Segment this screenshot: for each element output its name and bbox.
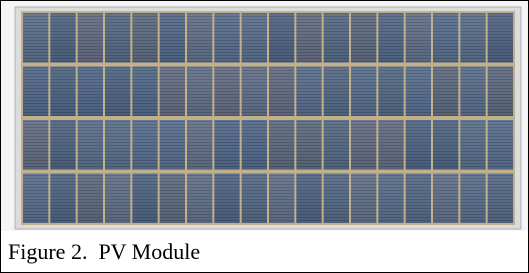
cell-sheen bbox=[324, 67, 349, 117]
cell-sheen bbox=[132, 13, 157, 63]
cell-sheen bbox=[433, 120, 458, 170]
cell-sheen bbox=[132, 174, 157, 224]
cell-sheen bbox=[214, 67, 239, 117]
cell-sheen bbox=[78, 67, 103, 117]
cell-sheen bbox=[78, 13, 103, 63]
cell-sheen bbox=[242, 120, 267, 170]
cell-sheen bbox=[460, 67, 485, 117]
cell-sheen bbox=[324, 13, 349, 63]
cell-sheen bbox=[433, 13, 458, 63]
caption: Figure 2. PV Module bbox=[8, 239, 200, 265]
cell-sheen bbox=[50, 67, 75, 117]
cell-sheen bbox=[351, 120, 376, 170]
cell-sheen bbox=[50, 120, 75, 170]
cell-sheen bbox=[406, 67, 431, 117]
cell-sheen bbox=[242, 67, 267, 117]
cell-sheen bbox=[433, 174, 458, 224]
cell-sheen bbox=[214, 174, 239, 224]
cell-sheen bbox=[214, 13, 239, 63]
cell-sheen bbox=[242, 13, 267, 63]
cell-sheen bbox=[460, 13, 485, 63]
cell-sheen bbox=[160, 67, 185, 117]
cell-sheen bbox=[296, 67, 321, 117]
cell-sheen bbox=[433, 67, 458, 117]
cell-sheen bbox=[406, 120, 431, 170]
pv-module-photo bbox=[1, 1, 528, 231]
cell-sheen bbox=[50, 13, 75, 63]
cell-sheen bbox=[78, 120, 103, 170]
cell-sheen bbox=[324, 174, 349, 224]
cell-sheen bbox=[378, 67, 403, 117]
cell-sheen bbox=[132, 120, 157, 170]
cell-sheen bbox=[105, 13, 130, 63]
cell-sheen bbox=[23, 13, 48, 63]
cell-sheen bbox=[23, 67, 48, 117]
cell-sheen bbox=[187, 174, 212, 224]
cell-sheen bbox=[105, 120, 130, 170]
cell-sheen bbox=[351, 13, 376, 63]
cell-sheen bbox=[488, 67, 513, 117]
cell-sheen bbox=[269, 174, 294, 224]
cell-sheen bbox=[460, 120, 485, 170]
cell-sheen bbox=[296, 120, 321, 170]
cell-sheen bbox=[242, 174, 267, 224]
cell-sheen bbox=[50, 174, 75, 224]
cell-sheen bbox=[269, 67, 294, 117]
cell-sheen bbox=[269, 120, 294, 170]
cell-sheen bbox=[187, 13, 212, 63]
cell-sheen bbox=[406, 13, 431, 63]
cell-sheen bbox=[351, 67, 376, 117]
cell-sheen bbox=[23, 174, 48, 224]
cell-sheen bbox=[132, 67, 157, 117]
cell-sheen bbox=[78, 174, 103, 224]
cell-sheen bbox=[187, 67, 212, 117]
cell-sheen bbox=[378, 174, 403, 224]
cell-sheen bbox=[406, 174, 431, 224]
cell-sheen bbox=[378, 13, 403, 63]
cell-sheen bbox=[351, 174, 376, 224]
cell-sheen bbox=[23, 120, 48, 170]
cell-sheen bbox=[105, 67, 130, 117]
cell-sheen bbox=[488, 120, 513, 170]
cell-sheen bbox=[296, 174, 321, 224]
figure: Figure 2. PV Module bbox=[0, 0, 529, 273]
cell-sheen bbox=[105, 174, 130, 224]
cell-sheen bbox=[296, 13, 321, 63]
cell-sheen bbox=[324, 120, 349, 170]
cell-sheen bbox=[160, 13, 185, 63]
cell-sheen bbox=[269, 13, 294, 63]
cell-sheen bbox=[187, 120, 212, 170]
cell-sheen bbox=[488, 174, 513, 224]
cell-sheen bbox=[460, 174, 485, 224]
cell-sheen bbox=[160, 174, 185, 224]
cell-sheen bbox=[160, 120, 185, 170]
cell-sheen bbox=[378, 120, 403, 170]
cell-sheen bbox=[488, 13, 513, 63]
cell-sheen bbox=[214, 120, 239, 170]
